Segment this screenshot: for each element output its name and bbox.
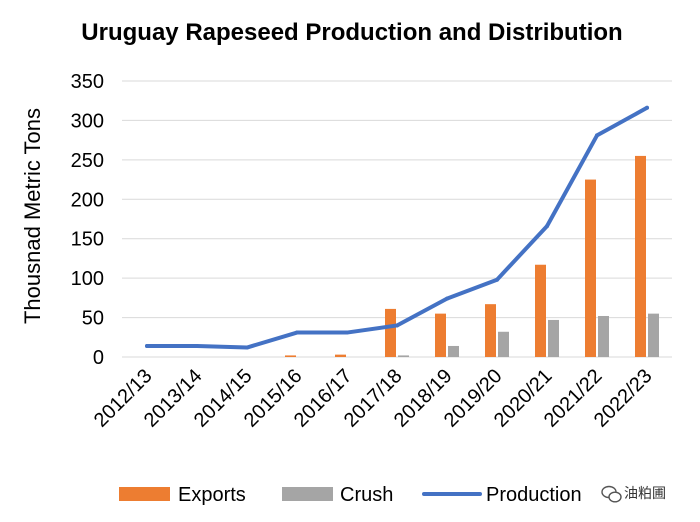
bar-exports-2018-19 — [435, 313, 446, 357]
bar-crush-2017-18 — [398, 355, 409, 357]
legend: Exports Crush Production — [119, 484, 582, 506]
y-tick-label: 100 — [71, 268, 104, 290]
point-production-2012-13 — [145, 343, 149, 348]
chart-title: Uruguay Rapeseed Production and Distribu… — [81, 19, 622, 46]
y-tick-label: 150 — [71, 229, 104, 251]
point-production-2014-15 — [245, 345, 249, 350]
bar-exports-2017-18 — [385, 308, 396, 357]
line-production — [145, 105, 649, 350]
bar-exports-2015-16 — [285, 355, 296, 357]
legend-swatch-exports — [119, 487, 170, 501]
point-production-2018-19 — [445, 296, 449, 301]
bar-crush-2018-19 — [448, 345, 459, 357]
production-line-layer — [145, 105, 649, 350]
legend-swatch-crush — [282, 487, 333, 501]
x-axis-ticks: 2012/132013/142014/152015/162016/172017/… — [90, 365, 657, 432]
y-tick-label: 0 — [93, 347, 104, 369]
point-production-2020-21 — [545, 224, 549, 229]
bar-exports-2019-20 — [485, 304, 496, 357]
bar-exports-2022-23 — [635, 155, 646, 357]
bar-exports-2021-22 — [585, 179, 596, 357]
legend-label-crush: Crush — [340, 484, 393, 506]
y-axis-label: Thousnad Metric Tons — [20, 108, 45, 324]
bar-crush-2021-22 — [598, 315, 609, 357]
point-production-2022-23 — [645, 105, 649, 110]
point-production-2019-20 — [495, 277, 499, 282]
watermark-text: 油粕圃 — [624, 486, 666, 502]
point-production-2015-16 — [295, 330, 299, 335]
point-production-2021-22 — [595, 133, 599, 138]
point-production-2013-14 — [195, 343, 199, 348]
y-axis-ticks: 0 50 100 150 200 250 300 350 — [71, 71, 104, 369]
bar-crush-2020-21 — [548, 319, 559, 357]
gridlines — [122, 80, 672, 358]
bar-exports-2020-21 — [535, 264, 546, 357]
wechat-icon — [601, 485, 622, 503]
point-production-2017-18 — [395, 323, 399, 328]
bar-crush-2022-23 — [648, 313, 659, 357]
watermark: 油粕圃 — [601, 485, 666, 503]
point-production-2016-17 — [345, 330, 349, 335]
y-tick-label: 50 — [82, 308, 104, 330]
y-tick-label: 350 — [71, 71, 104, 93]
y-tick-label: 250 — [71, 150, 104, 172]
legend-label-exports: Exports — [178, 484, 246, 506]
y-tick-label: 200 — [71, 189, 104, 211]
y-tick-label: 300 — [71, 110, 104, 132]
legend-label-production: Production — [486, 484, 582, 506]
bar-crush-2019-20 — [498, 331, 509, 357]
bar-exports-2016-17 — [335, 354, 346, 357]
bars — [285, 155, 659, 357]
